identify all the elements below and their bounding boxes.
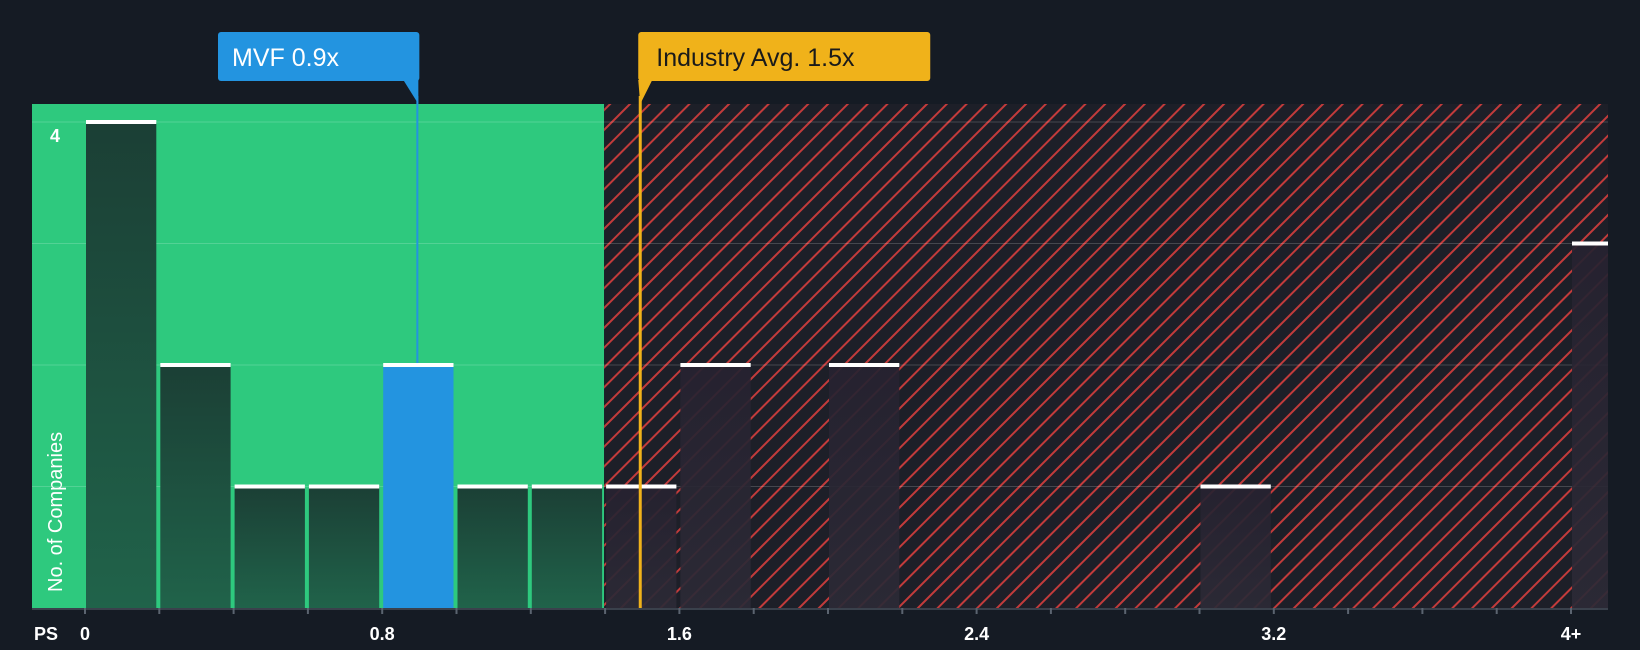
industry-average-marker: Industry Avg. 1.5x xyxy=(638,32,931,608)
x-tick-label: 4+ xyxy=(1561,624,1582,644)
histogram-bar-top xyxy=(1200,484,1271,489)
histogram-bar-top xyxy=(829,363,900,367)
histogram-bar-top xyxy=(86,120,157,124)
industry-average-callout xyxy=(638,32,931,81)
histogram-bar xyxy=(308,486,380,608)
histogram-bar-top xyxy=(457,484,528,489)
histogram-bar xyxy=(1200,486,1271,608)
x-tick-label: 1.6 xyxy=(667,624,692,644)
industry-average-pointer xyxy=(638,80,653,104)
histogram-bar xyxy=(1572,243,1608,608)
x-tick-label: 2.4 xyxy=(964,624,989,644)
histogram-bar-top xyxy=(160,363,231,367)
histogram-bar xyxy=(160,365,231,608)
histogram-bar-top xyxy=(234,484,305,489)
x-axis-label: PS xyxy=(34,624,58,644)
overvalued-zone xyxy=(604,104,1608,608)
histogram-bar-top xyxy=(680,363,751,367)
company-callout xyxy=(218,32,420,81)
y-tick-label: 4 xyxy=(50,126,60,146)
histogram-bar xyxy=(86,122,157,608)
histogram-bar xyxy=(680,365,751,608)
histogram-bar-top xyxy=(1572,241,1608,246)
industry-average-label: Industry Avg. 1.5x xyxy=(656,44,855,72)
x-tick-label: 0.8 xyxy=(370,624,395,644)
x-tick-label: 0 xyxy=(80,624,90,644)
company-marker: MVF 0.9x xyxy=(218,32,420,363)
bars xyxy=(86,120,1608,608)
histogram-bar-top xyxy=(308,484,380,489)
histogram-bar xyxy=(457,486,528,608)
company-label: MVF 0.9x xyxy=(232,44,339,72)
x-tick-label: 3.2 xyxy=(1261,624,1286,644)
x-axis-ticks: 0 0.8 1.6 2.4 3.2 4+ xyxy=(80,608,1581,644)
histogram-bar xyxy=(531,486,603,608)
histogram-bar xyxy=(383,365,454,608)
company-pointer xyxy=(403,80,419,104)
histogram-bar xyxy=(234,486,305,608)
y-axis-label: No. of Companies xyxy=(45,432,67,592)
histogram-bar xyxy=(829,365,900,608)
histogram-bar-top xyxy=(383,363,454,367)
histogram-bar-top xyxy=(531,484,603,489)
